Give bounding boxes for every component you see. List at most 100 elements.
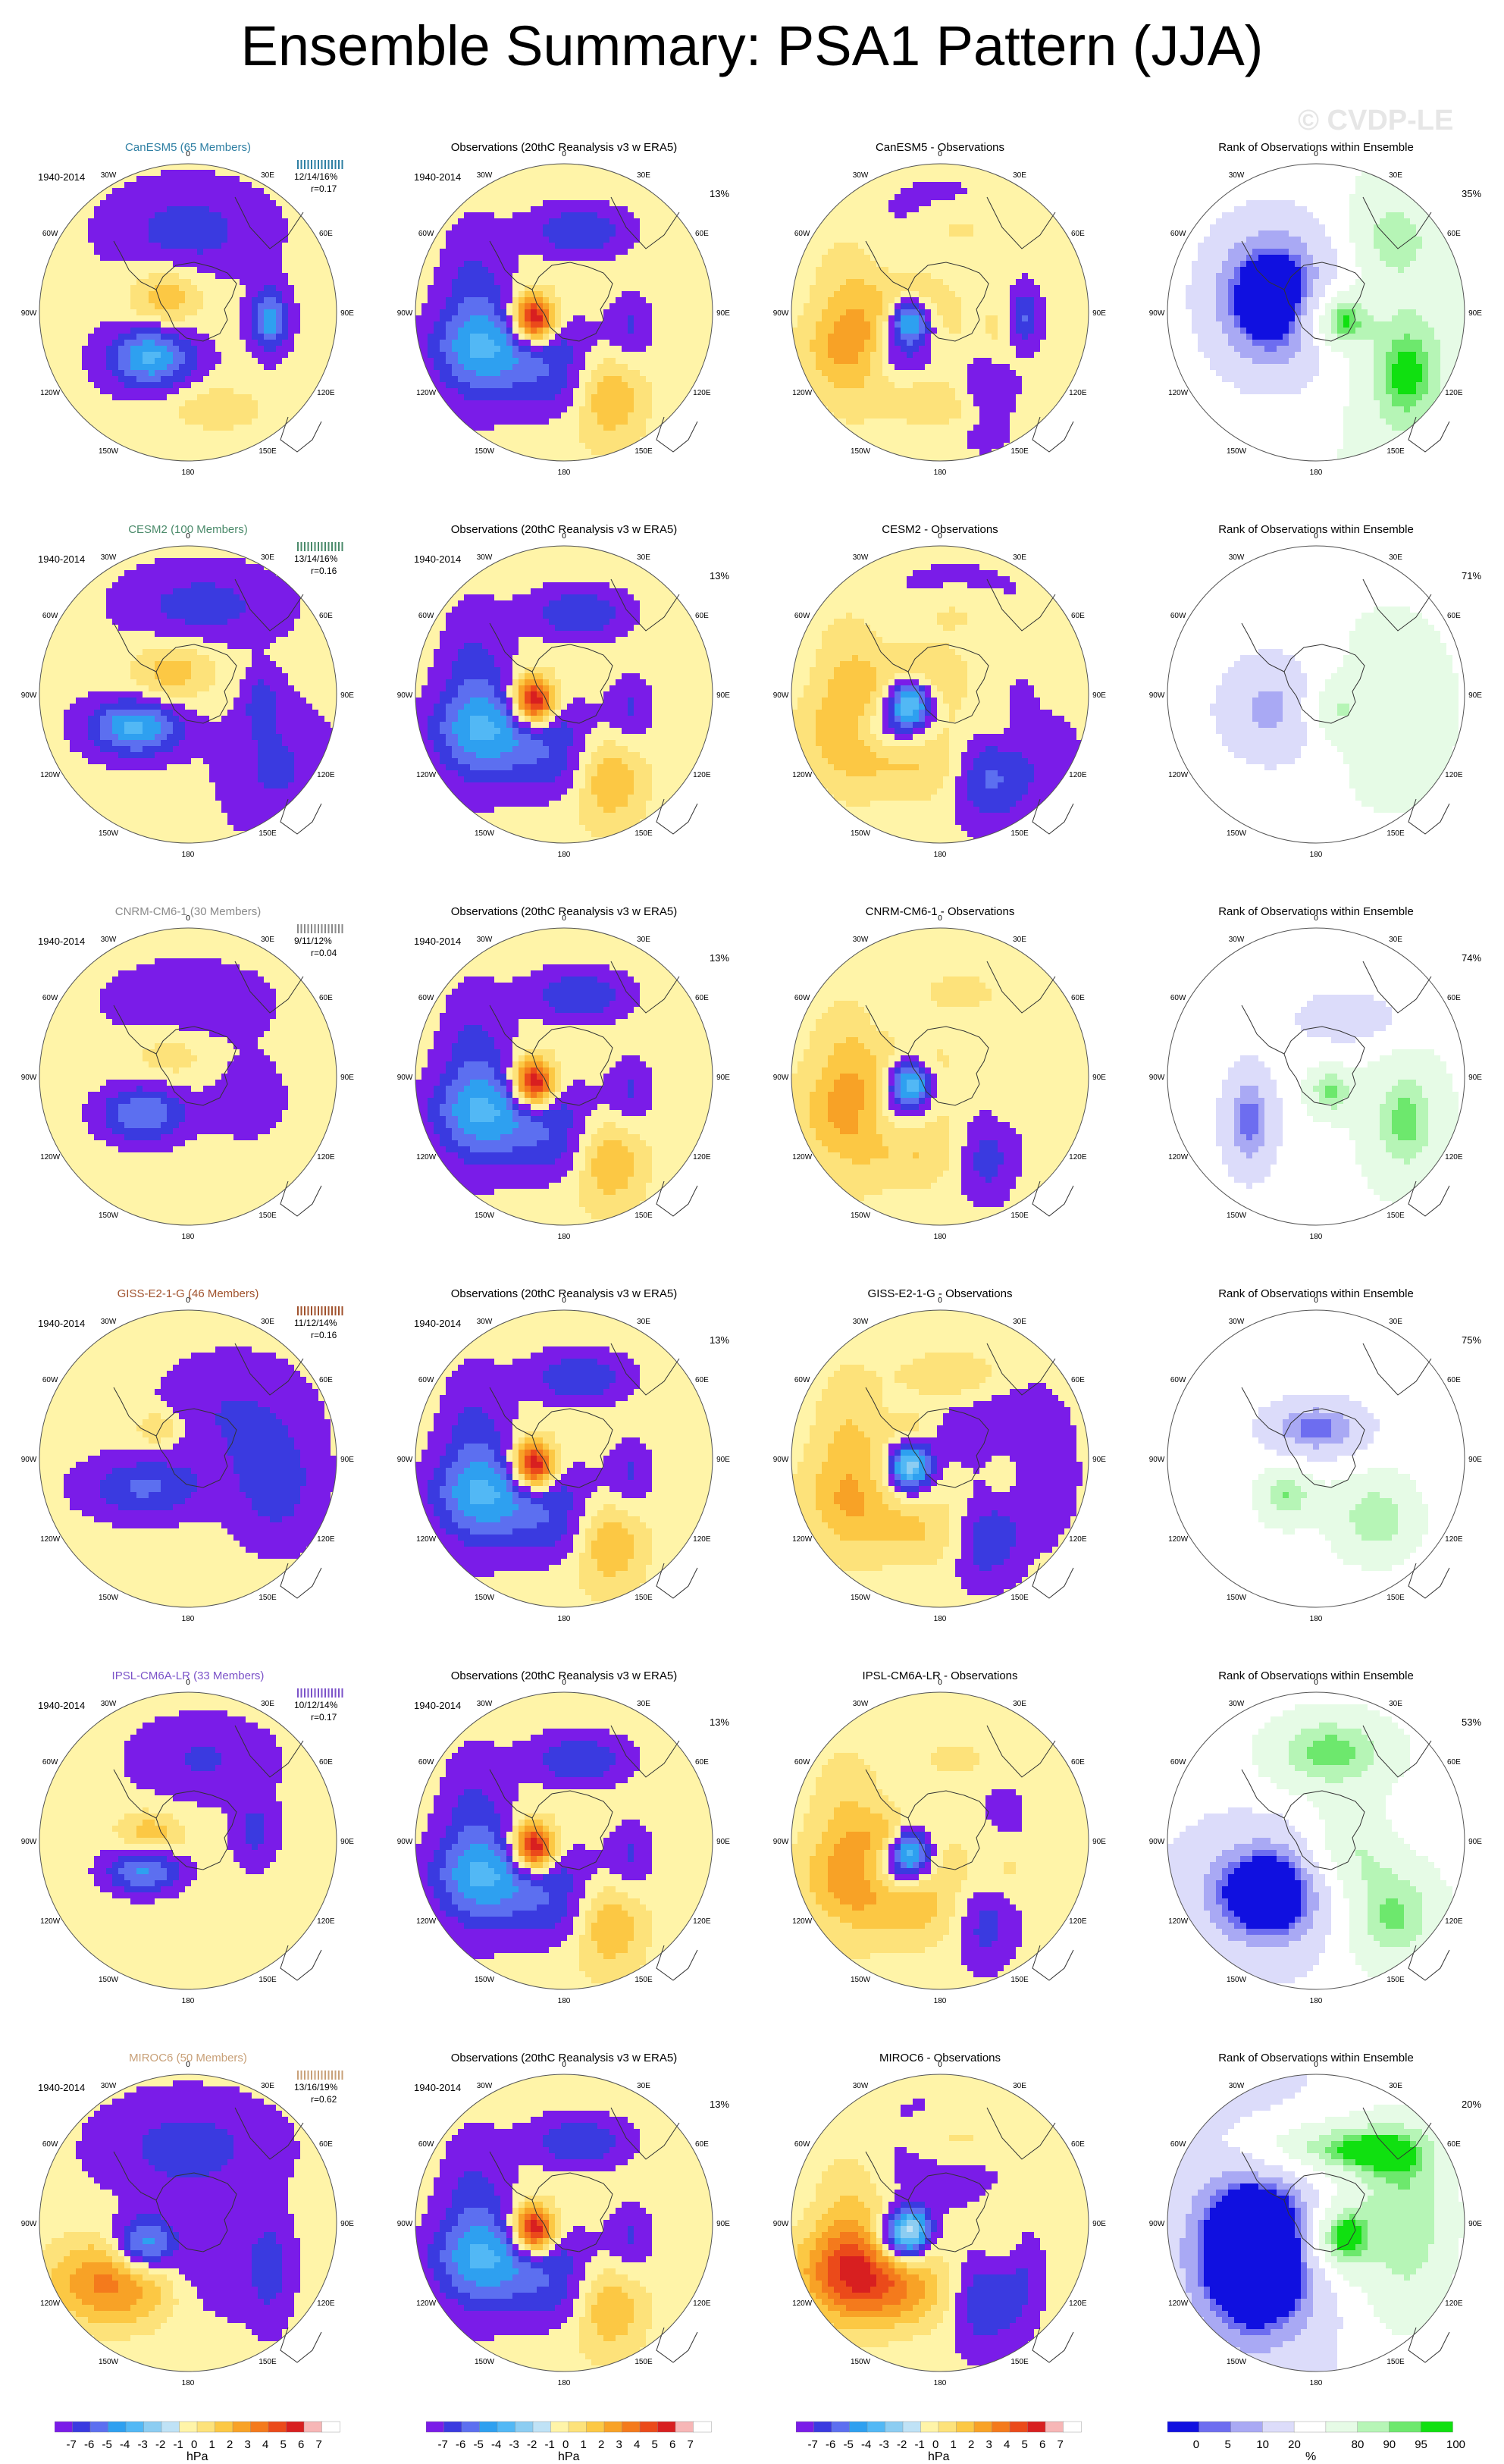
field-cell [531, 321, 537, 328]
field-cell [215, 412, 222, 419]
field-cell [488, 303, 495, 310]
field-cell [652, 176, 659, 183]
lon-label: 90E [716, 309, 730, 318]
field-cell [676, 394, 683, 401]
field-cell [421, 279, 428, 286]
field-cell [640, 431, 647, 437]
field-cell [246, 200, 252, 207]
field-cell [252, 230, 258, 237]
field-cell [324, 243, 331, 249]
field-cell [519, 255, 525, 262]
field-cell [579, 376, 586, 383]
field-cell [640, 273, 647, 280]
field-cell [616, 255, 622, 262]
field-cell [161, 200, 168, 207]
field-cell [197, 309, 204, 316]
field-cell [591, 388, 598, 395]
field-cell [106, 334, 113, 340]
field-cell [270, 200, 277, 207]
field-cell [579, 370, 586, 377]
field-cell [306, 364, 313, 371]
field-cell [567, 358, 574, 365]
field-cell [94, 346, 101, 353]
field-cell [482, 200, 489, 207]
field-cell [506, 400, 513, 407]
field-cell [179, 230, 186, 237]
field-cell [94, 206, 101, 213]
field-cell [88, 279, 95, 286]
field-cell [64, 419, 70, 425]
field-cell [573, 376, 580, 383]
field-cell [482, 412, 489, 419]
field-cell [167, 261, 174, 268]
field-cell [458, 455, 465, 462]
field-cell [240, 321, 246, 328]
field-cell [58, 425, 64, 431]
field-cell [88, 400, 95, 407]
field-cell [428, 164, 434, 171]
field-cell [215, 297, 222, 304]
field-cell [94, 400, 101, 407]
field-cell [191, 443, 198, 450]
field-cell [240, 176, 246, 183]
field-cell [597, 388, 604, 395]
field-cell [652, 315, 659, 322]
field-cell [549, 285, 556, 292]
field-cell [476, 243, 483, 249]
field-cell [694, 431, 701, 437]
field-cell [707, 437, 713, 444]
field-cell [240, 267, 246, 274]
field-cell [476, 279, 483, 286]
field-cell [682, 200, 689, 207]
field-cell [646, 249, 653, 255]
field-cell [628, 382, 634, 389]
field-cell [282, 279, 289, 286]
field-cell [591, 243, 598, 249]
field-cell [440, 291, 446, 298]
field-cell [312, 321, 319, 328]
field-cell [64, 303, 70, 310]
field-cell [246, 309, 252, 316]
field-cell [191, 249, 198, 255]
field-cell [173, 297, 180, 304]
field-cell [106, 261, 113, 268]
field-cell [209, 230, 216, 237]
field-cell [603, 303, 610, 310]
field-cell [112, 218, 119, 225]
field-cell [531, 261, 537, 268]
field-cell [525, 321, 531, 328]
field-cell [294, 352, 301, 359]
field-cell [549, 382, 556, 389]
field-cell [112, 309, 119, 316]
field-cell [464, 297, 471, 304]
field-cell [124, 352, 131, 359]
field-cell [537, 346, 544, 353]
field-cell [434, 243, 440, 249]
field-cell [585, 449, 592, 456]
field-cell [415, 273, 422, 280]
field-cell [555, 194, 562, 201]
field-cell [106, 340, 113, 346]
field-cell [88, 406, 95, 413]
field-cell [446, 255, 453, 262]
field-cell [58, 346, 64, 353]
field-cell [173, 400, 180, 407]
field-cell [573, 212, 580, 219]
field-cell [561, 230, 568, 237]
field-cell [700, 443, 707, 450]
field-cell [167, 182, 174, 189]
field-cell [252, 218, 258, 225]
field-cell [106, 382, 113, 389]
field-cell [901, 176, 907, 183]
field-cell [264, 224, 271, 231]
field-cell [519, 443, 525, 450]
field-cell [300, 237, 307, 243]
difference-field [791, 164, 1089, 462]
field-cell [197, 321, 204, 328]
member-tick [297, 160, 299, 169]
field-cell [76, 194, 83, 201]
field-cell [555, 309, 562, 316]
field-cell [519, 419, 525, 425]
field-cell [52, 352, 58, 359]
field-cell [246, 352, 252, 359]
